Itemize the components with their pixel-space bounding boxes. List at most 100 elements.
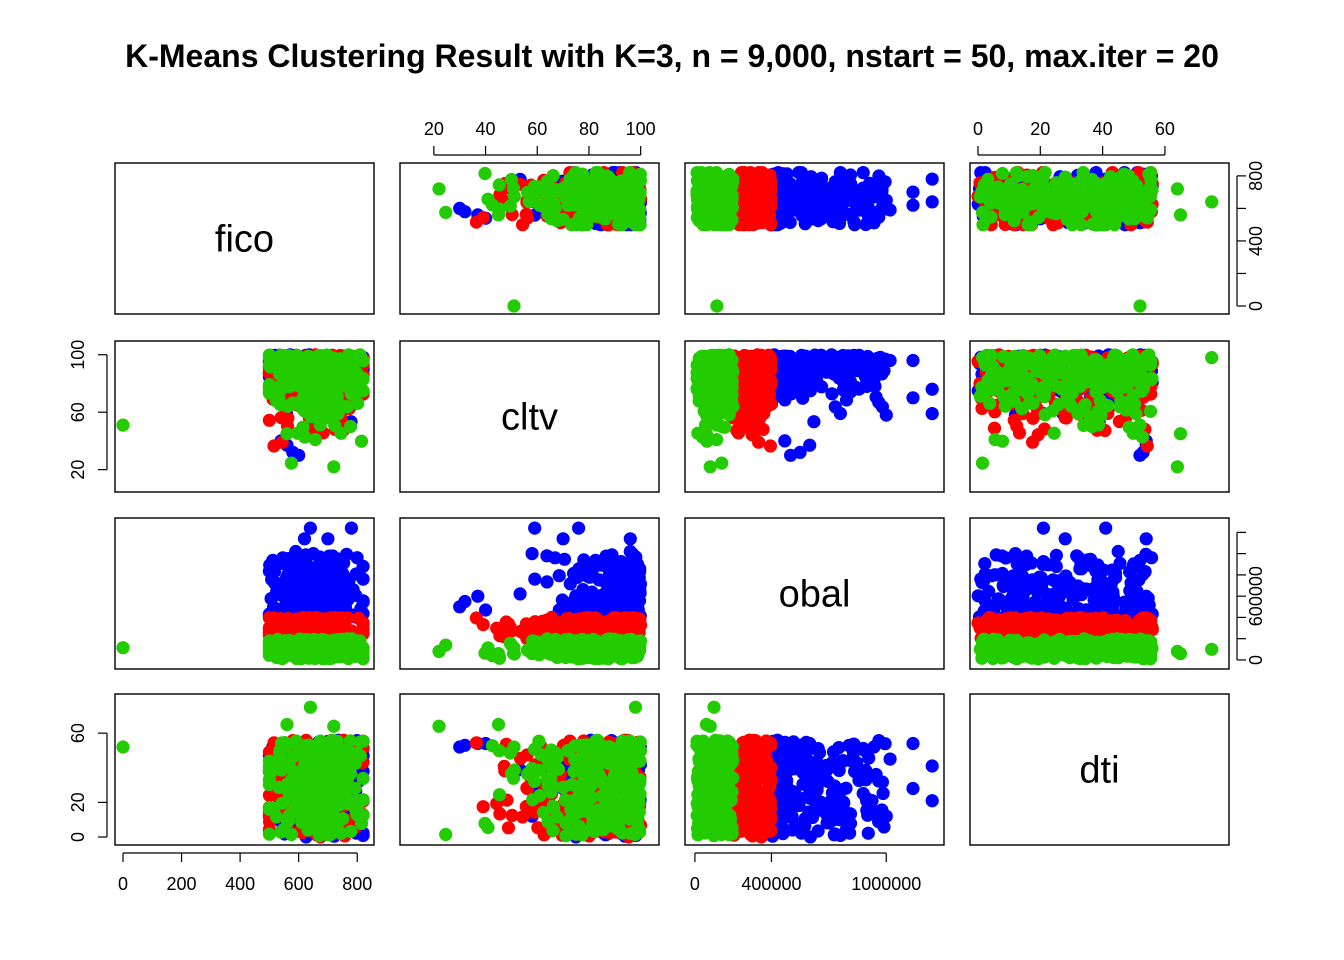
data-point	[835, 359, 849, 373]
data-point	[710, 418, 724, 432]
data-point	[310, 397, 324, 411]
data-point	[803, 355, 817, 369]
data-point	[1076, 166, 1090, 180]
data-point	[872, 169, 886, 183]
data-point	[906, 391, 920, 405]
data-point	[1042, 375, 1056, 389]
data-point	[1141, 209, 1155, 223]
data-point	[328, 580, 342, 594]
data-point	[841, 184, 855, 198]
data-point	[356, 559, 370, 574]
data-point	[1143, 404, 1158, 418]
data-point	[984, 349, 998, 363]
data-point	[814, 348, 828, 362]
panel-dti-dti	[970, 694, 1229, 845]
data-point	[752, 435, 766, 449]
data-point	[1026, 169, 1040, 183]
data-point	[737, 218, 751, 232]
data-point	[856, 359, 870, 373]
data-point	[1115, 176, 1129, 190]
data-point	[1023, 353, 1037, 367]
data-point	[883, 353, 897, 368]
data-point	[576, 167, 590, 181]
data-point	[323, 568, 337, 582]
data-point	[723, 354, 738, 368]
data-point	[830, 200, 844, 214]
data-point	[1133, 418, 1147, 432]
data-point	[990, 382, 1005, 396]
data-point	[1170, 182, 1184, 196]
data-point	[906, 353, 920, 368]
data-point	[351, 396, 365, 410]
data-point	[749, 198, 764, 212]
data-point	[354, 434, 369, 448]
data-point	[925, 382, 939, 396]
data-point	[1071, 379, 1085, 393]
data-point	[1046, 218, 1060, 232]
data-point	[762, 202, 776, 216]
data-point	[699, 427, 714, 441]
data-point	[308, 433, 322, 447]
data-point	[699, 208, 714, 222]
data-point	[1038, 192, 1052, 206]
data-point	[763, 439, 778, 453]
data-point	[631, 170, 645, 184]
data-point	[116, 418, 130, 432]
scatter-fico-vs-cltv	[432, 166, 648, 313]
data-point	[752, 166, 766, 180]
data-point	[327, 460, 341, 474]
data-point	[453, 201, 467, 215]
data-point	[280, 570, 294, 585]
data-point	[278, 373, 292, 387]
data-point	[1141, 373, 1155, 387]
data-point	[559, 191, 573, 205]
data-point	[856, 166, 870, 180]
data-point	[710, 299, 724, 313]
data-point	[780, 167, 794, 181]
data-point	[1096, 373, 1110, 387]
data-point	[722, 209, 737, 223]
data-point	[1096, 181, 1110, 195]
chart-title: K-Means Clustering Result with K=3, n = …	[125, 38, 1219, 74]
data-point	[326, 549, 340, 563]
data-point	[975, 456, 990, 470]
data-point	[541, 177, 555, 191]
data-point	[1093, 362, 1107, 376]
data-point	[1020, 198, 1035, 212]
data-point	[803, 189, 817, 203]
data-point	[292, 395, 307, 409]
data-point	[737, 413, 751, 427]
data-point	[334, 426, 348, 440]
data-point	[356, 572, 370, 586]
data-point	[764, 363, 778, 377]
data-point	[1058, 349, 1072, 363]
data-point	[784, 201, 798, 215]
data-point	[1023, 215, 1037, 229]
data-point	[825, 387, 839, 401]
data-point	[313, 418, 327, 432]
data-point	[481, 192, 495, 206]
panel-obal-obal	[685, 518, 944, 669]
data-point	[995, 166, 1010, 181]
data-point	[338, 571, 352, 585]
data-point	[314, 597, 328, 611]
data-point	[432, 182, 446, 196]
data-point	[1058, 170, 1072, 184]
data-point	[301, 362, 315, 376]
data-point	[990, 180, 1005, 194]
data-point	[749, 368, 764, 382]
data-point	[280, 427, 294, 441]
data-point	[1103, 210, 1117, 224]
data-point	[265, 573, 279, 587]
points-layer	[116, 166, 1219, 844]
data-point	[588, 209, 603, 223]
data-point	[832, 216, 847, 230]
data-point	[707, 195, 721, 209]
data-point	[516, 218, 530, 232]
data-point	[755, 216, 769, 230]
data-point	[879, 193, 893, 207]
data-point	[725, 366, 739, 380]
data-point	[1205, 351, 1219, 365]
data-point	[1173, 427, 1188, 441]
